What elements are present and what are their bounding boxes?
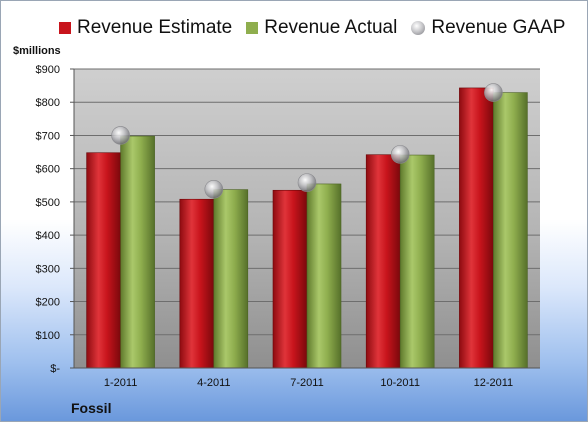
gaap-markers [111,83,503,199]
y-tick-label: $- [50,363,60,375]
x-tick-label: 4-2011 [197,377,230,389]
y-axis-unit-label: $millions [13,45,61,57]
y-tick-label: $900 [36,64,60,76]
legend-swatch-estimate [59,22,71,34]
x-axis-ticks: 1-2011 4-2011 7-2011 10-2011 12-2011 [74,367,540,389]
gaap-marker [204,179,224,199]
y-tick-label: $600 [36,164,60,176]
gaap-marker [297,173,317,192]
legend-swatch-actual [246,22,259,34]
bar-estimate [179,198,215,369]
legend-item-actual: Revenue Actual [246,17,397,39]
y-tick-label: $500 [36,197,60,209]
y-tick-label: $800 [36,97,60,109]
legend-swatch-gaap [411,21,426,35]
bar-series [86,87,528,369]
x-tick-label: 1-2011 [104,377,137,389]
y-tick-label: $100 [36,330,60,342]
bar-estimate [272,189,308,369]
x-tick-label: 10-2011 [380,377,420,389]
x-tick-label: 7-2011 [290,377,323,389]
bar-actual [493,92,528,369]
legend: Revenue Estimate Revenue Actual Revenue … [59,15,579,41]
gaap-marker [111,126,130,145]
bar-estimate [86,152,121,369]
bar-estimate [459,87,494,369]
y-tick-label: $300 [36,263,60,275]
legend-item-gaap: Revenue GAAP [411,17,565,39]
y-tick-label: $400 [36,230,60,242]
gaap-marker [390,145,410,164]
x-tick-label: 12-2011 [474,377,514,389]
y-tick-label: $200 [36,297,60,309]
bar-actual [213,189,249,369]
bar-estimate [365,154,401,369]
bar-actual [306,183,342,369]
bar-actual [399,154,435,369]
legend-label-gaap: Revenue GAAP [431,17,566,38]
gaap-marker [484,83,503,102]
legend-item-estimate: Revenue Estimate [59,17,232,39]
legend-label-estimate: Revenue Estimate [77,17,233,38]
y-axis-ticks: $- $100 $200 $300 $400 $500 $600 $700 $800 $900 [36,64,75,375]
y-tick-label: $700 [36,130,60,142]
bar-actual [120,135,155,369]
legend-label-actual: Revenue Actual [264,17,398,38]
company-label: Fossil [71,400,112,416]
